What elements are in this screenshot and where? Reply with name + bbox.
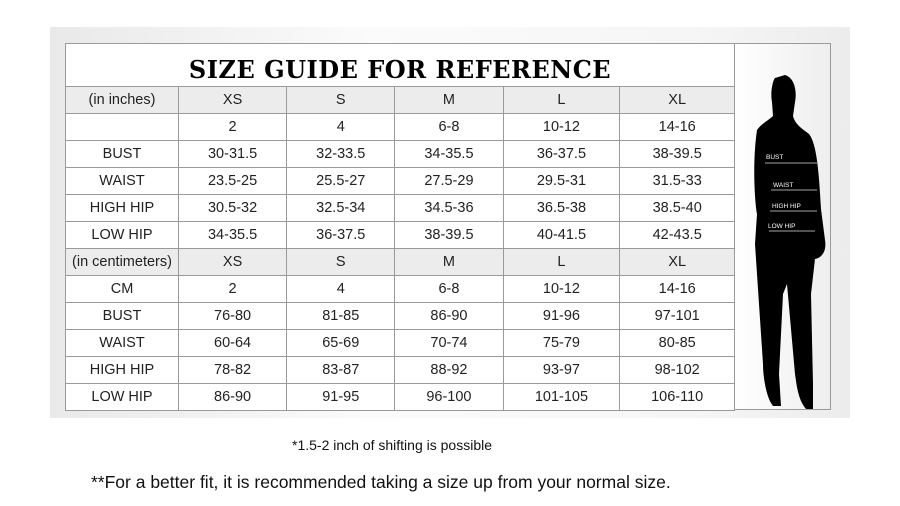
size-header: M (394, 248, 504, 276)
measurement-value: 23.5-25 (177, 167, 288, 195)
measurement-value: 81-85 (286, 302, 396, 330)
centimeters-header-row: (in centimeters) XS S M L XL (65, 248, 735, 276)
table-row: BUST 76-80 81-85 86-90 91-96 97-101 (65, 302, 735, 330)
measurement-label (65, 113, 179, 141)
measurement-value: 88-92 (394, 356, 504, 384)
size-header: M (394, 86, 504, 114)
table-row: HIGH HIP 30.5-32 32.5-34 34.5-36 36.5-38 38.5… (65, 194, 735, 222)
size-header: L (502, 86, 621, 114)
figure-label-bust: BUST (766, 154, 783, 161)
table-row: CM 2 4 6-8 10-12 14-16 (65, 275, 735, 303)
size-header: S (286, 248, 396, 276)
measurement-value: 6-8 (394, 113, 504, 141)
figure-label-high-hip: HIGH HIP (772, 203, 801, 210)
unit-header: (in centimeters) (65, 248, 179, 276)
measurement-value: 75-79 (502, 329, 621, 357)
measurement-value: 27.5-29 (394, 167, 504, 195)
measurement-value: 32-33.5 (286, 140, 396, 168)
measurement-value: 29.5-31 (502, 167, 621, 195)
figure-label-low-hip: LOW HIP (768, 223, 795, 230)
measurement-value: 32.5-34 (286, 194, 396, 222)
size-table: SIZE GUIDE FOR REFERENCE (in inches) XS S M… (65, 43, 735, 411)
measurement-label: LOW HIP (65, 383, 179, 411)
measurement-value: 78-82 (177, 356, 288, 384)
measurement-value: 34-35.5 (394, 140, 504, 168)
measurement-label: BUST (65, 140, 179, 168)
measurement-label: CM (65, 275, 179, 303)
measurement-value: 91-95 (286, 383, 396, 411)
measurement-value: 2 (177, 113, 288, 141)
size-header: XS (177, 248, 288, 276)
measurement-value: 10-12 (502, 275, 621, 303)
measurement-value: 106-110 (619, 383, 735, 411)
figure-label-waist: WAIST (773, 182, 793, 189)
measurement-value: 14-16 (619, 275, 735, 303)
measurement-label: HIGH HIP (65, 356, 179, 384)
measurement-value: 76-80 (177, 302, 288, 330)
measurement-value: 93-97 (502, 356, 621, 384)
measurement-value: 91-96 (502, 302, 621, 330)
measurement-value: 96-100 (394, 383, 504, 411)
measurement-value: 14-16 (619, 113, 735, 141)
measurement-value: 36.5-38 (502, 194, 621, 222)
measurement-label: HIGH HIP (65, 194, 179, 222)
measurement-value: 38-39.5 (394, 221, 504, 249)
body-silhouette-figure: BUST WAIST HIGH HIP LOW HIP (735, 43, 831, 410)
measurement-value: 86-90 (177, 383, 288, 411)
measurement-value: 101-105 (502, 383, 621, 411)
table-row: LOW HIP 34-35.5 36-37.5 38-39.5 40-41.5 42-43… (65, 221, 735, 249)
measurement-label: LOW HIP (65, 221, 179, 249)
table-row: BUST 30-31.5 32-33.5 34-35.5 36-37.5 38-39.5 (65, 140, 735, 168)
measurement-value: 38-39.5 (619, 140, 735, 168)
measurement-value: 25.5-27 (286, 167, 396, 195)
size-header: S (286, 86, 396, 114)
measurement-value: 98-102 (619, 356, 735, 384)
table-row: WAIST 23.5-25 25.5-27 27.5-29 29.5-31 31.5-33 (65, 167, 735, 195)
measurement-label: BUST (65, 302, 179, 330)
size-header: XS (177, 86, 288, 114)
measurement-value: 60-64 (177, 329, 288, 357)
measurement-value: 70-74 (394, 329, 504, 357)
silhouette-icon (754, 75, 826, 409)
measurement-value: 36-37.5 (286, 221, 396, 249)
measurement-value: 4 (286, 275, 396, 303)
measurement-value: 2 (177, 275, 288, 303)
table-row: 2 4 6-8 10-12 14-16 (65, 113, 735, 141)
measurement-value: 40-41.5 (502, 221, 621, 249)
measurement-value: 97-101 (619, 302, 735, 330)
measurement-value: 6-8 (394, 275, 504, 303)
measurement-value: 4 (286, 113, 396, 141)
measurement-value: 80-85 (619, 329, 735, 357)
measurement-value: 30.5-32 (177, 194, 288, 222)
measurement-value: 38.5-40 (619, 194, 735, 222)
table-row: LOW HIP 86-90 91-95 96-100 101-105 106-110 (65, 383, 735, 411)
measurement-value: 65-69 (286, 329, 396, 357)
size-header: XL (619, 86, 735, 114)
table-row: WAIST 60-64 65-69 70-74 75-79 80-85 (65, 329, 735, 357)
measurement-value: 86-90 (394, 302, 504, 330)
measurement-value: 34.5-36 (394, 194, 504, 222)
measurement-value: 42-43.5 (619, 221, 735, 249)
measurement-value: 10-12 (502, 113, 621, 141)
measurement-value: 34-35.5 (177, 221, 288, 249)
inches-header-row: (in inches) XS S M L XL (65, 86, 735, 114)
fit-note: **For a better fit, it is recommended ta… (91, 472, 671, 492)
page-title: SIZE GUIDE FOR REFERENCE (65, 43, 735, 87)
measurement-value: 36-37.5 (502, 140, 621, 168)
measurement-label: WAIST (65, 329, 179, 357)
shifting-note: *1.5-2 inch of shifting is possible (292, 437, 492, 453)
measurement-value: 31.5-33 (619, 167, 735, 195)
measurement-value: 30-31.5 (177, 140, 288, 168)
unit-header: (in inches) (65, 86, 179, 114)
table-row: HIGH HIP 78-82 83-87 88-92 93-97 98-102 (65, 356, 735, 384)
measurement-value: 83-87 (286, 356, 396, 384)
measurement-label: WAIST (65, 167, 179, 195)
size-header: XL (619, 248, 735, 276)
size-header: L (502, 248, 621, 276)
